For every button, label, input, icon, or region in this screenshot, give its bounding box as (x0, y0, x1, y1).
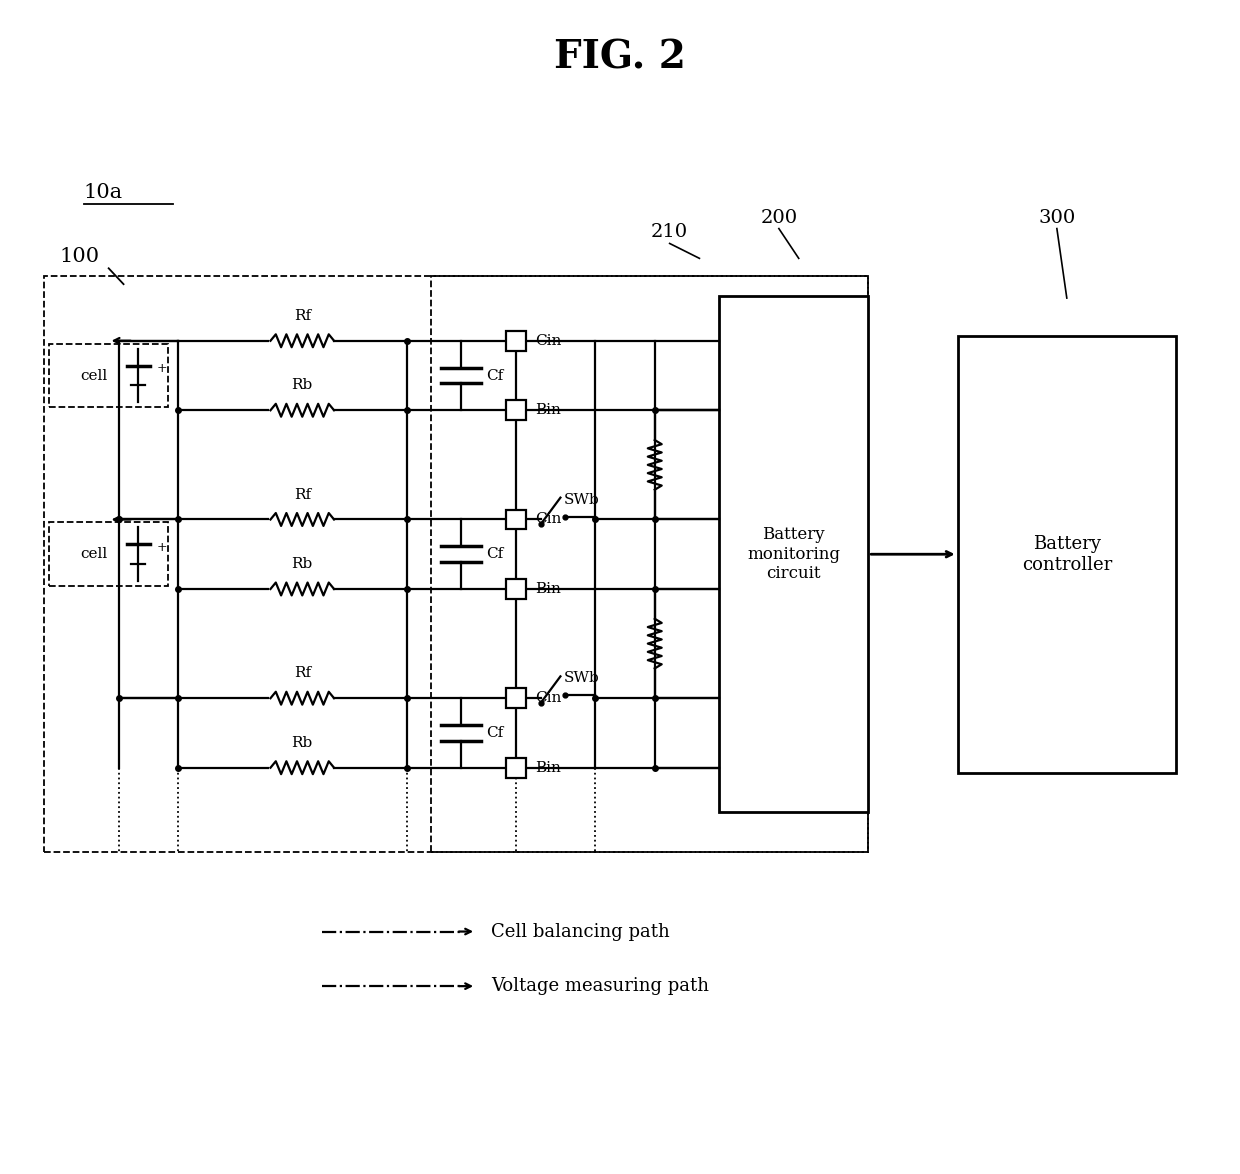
Text: Rf: Rf (294, 667, 311, 680)
Text: Bin: Bin (536, 582, 562, 596)
Text: Cf: Cf (486, 369, 503, 383)
Text: Cell balancing path: Cell balancing path (491, 923, 670, 940)
Text: Rb: Rb (291, 736, 312, 750)
Text: 100: 100 (60, 248, 99, 266)
Bar (506, 510, 526, 529)
Bar (50, 344, 169, 407)
Bar (506, 579, 526, 599)
Text: Rb: Rb (291, 558, 312, 571)
Text: 300: 300 (1038, 209, 1075, 227)
Text: Battery
monitoring
circuit: Battery monitoring circuit (748, 526, 841, 582)
Text: 10a: 10a (84, 183, 123, 202)
Text: Cin: Cin (536, 333, 562, 348)
Bar (432, 276, 868, 852)
Text: Cf: Cf (486, 726, 503, 740)
Bar (45, 276, 868, 852)
Text: Bin: Bin (536, 403, 562, 417)
Text: Battery
controller: Battery controller (1022, 535, 1112, 574)
Text: 210: 210 (651, 223, 688, 242)
Text: 200: 200 (760, 209, 797, 227)
Bar (506, 757, 526, 777)
Text: Rf: Rf (294, 487, 311, 501)
Bar (719, 296, 868, 812)
Text: Bin: Bin (536, 761, 562, 775)
Bar (957, 336, 1176, 772)
Text: Cin: Cin (536, 513, 562, 526)
Text: +: + (156, 541, 167, 554)
Bar (506, 400, 526, 420)
Text: Rf: Rf (294, 309, 311, 323)
Bar (50, 522, 169, 586)
Text: FIG. 2: FIG. 2 (554, 39, 686, 76)
Text: cell: cell (81, 369, 108, 383)
Text: +: + (156, 362, 167, 375)
Text: Voltage measuring path: Voltage measuring path (491, 977, 709, 996)
Text: SWb: SWb (563, 493, 599, 507)
Text: SWb: SWb (563, 672, 599, 686)
Bar (506, 688, 526, 708)
Text: Cin: Cin (536, 691, 562, 706)
Text: cell: cell (81, 547, 108, 561)
Bar (506, 331, 526, 351)
Text: Rb: Rb (291, 378, 312, 392)
Text: Cf: Cf (486, 547, 503, 561)
